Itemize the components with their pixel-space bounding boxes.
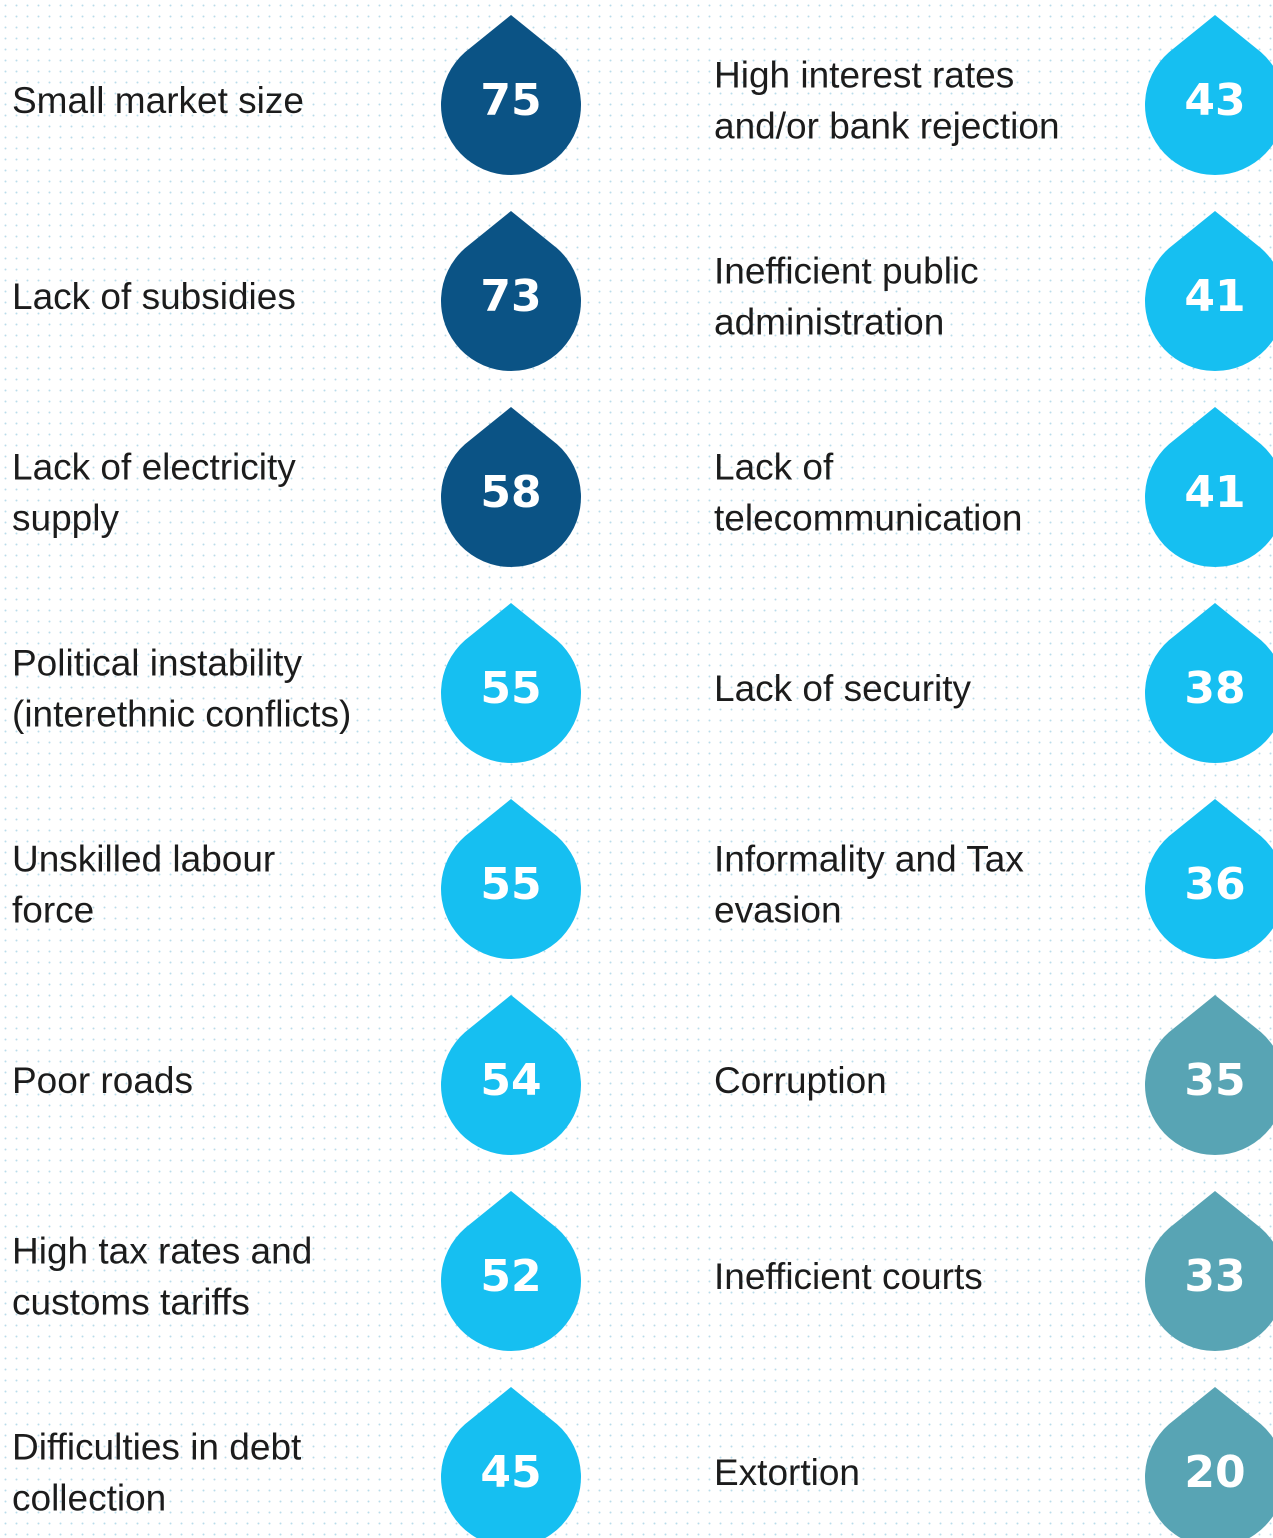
value: 38 (1184, 663, 1245, 714)
drop (1145, 799, 1273, 959)
label: Lack of security (714, 668, 972, 709)
label: Inefficient courts (714, 1256, 983, 1297)
drop (441, 1387, 581, 1538)
label: (interethnic conflicts) (12, 693, 351, 734)
label: Lack of (714, 446, 834, 487)
value: 20 (1184, 1447, 1245, 1498)
label: collection (12, 1477, 166, 1518)
value: 55 (480, 859, 541, 910)
value: 33 (1184, 1251, 1245, 1302)
value: 52 (480, 1251, 541, 1302)
label: Lack of subsidies (12, 276, 296, 317)
drop (441, 995, 581, 1155)
value: 43 (1184, 75, 1245, 126)
value: 73 (480, 271, 541, 322)
label: Inefficient public (714, 250, 979, 291)
label: Poor roads (12, 1060, 193, 1101)
label: Lack of electricity (12, 446, 296, 487)
value: 58 (480, 467, 541, 518)
drop (441, 799, 581, 959)
drop (441, 211, 581, 371)
drop (1145, 995, 1273, 1155)
label: Political instability (12, 642, 302, 683)
drop (441, 603, 581, 763)
label: force (12, 889, 94, 930)
drop (1145, 1387, 1273, 1538)
label: Unskilled labour (12, 838, 275, 879)
drop (1145, 1191, 1273, 1351)
label: Difficulties in debt (12, 1426, 302, 1467)
value: 35 (1184, 1055, 1245, 1106)
label: Small market size (12, 80, 304, 121)
label: telecommunication (714, 497, 1022, 538)
value: 41 (1184, 271, 1245, 322)
label: High interest rates (714, 54, 1014, 95)
drop (1145, 211, 1273, 371)
value: 55 (480, 663, 541, 714)
label: High tax rates and (12, 1230, 312, 1271)
drop (441, 407, 581, 568)
label: and/or bank rejection (714, 105, 1060, 146)
drop (441, 1191, 581, 1351)
drop (1145, 603, 1273, 763)
label: customs tariffs (12, 1281, 250, 1322)
label: Informality and Tax (714, 838, 1024, 879)
label: Extortion (714, 1452, 860, 1493)
value: 41 (1184, 467, 1245, 518)
label: supply (12, 497, 119, 538)
value: 36 (1184, 859, 1245, 910)
value: 54 (480, 1055, 541, 1106)
value: 75 (480, 75, 541, 126)
label: administration (714, 301, 944, 342)
label: Corruption (714, 1060, 887, 1101)
label: evasion (714, 889, 842, 930)
drop (1145, 15, 1273, 175)
drop (441, 15, 581, 175)
value: 45 (480, 1447, 541, 1498)
drop (1145, 407, 1273, 567)
